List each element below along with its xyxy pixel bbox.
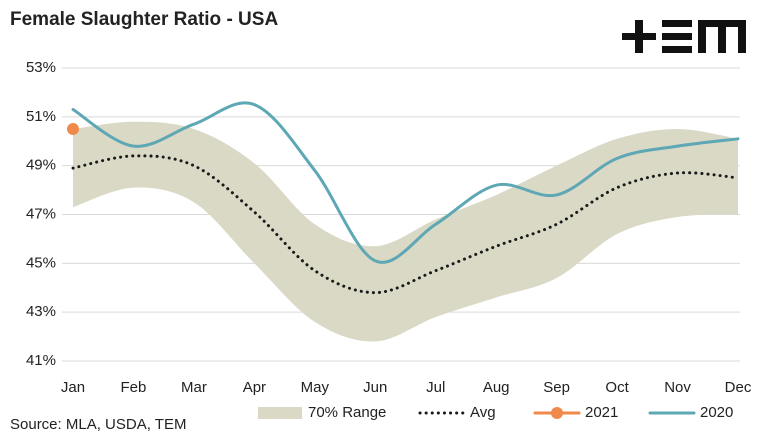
y-tick-label: 51% <box>26 108 56 125</box>
legend-label: 2021 <box>585 404 618 421</box>
data-point <box>67 123 79 136</box>
legend-marker <box>551 407 563 419</box>
series-line <box>71 101 740 264</box>
y-tick-label: 41% <box>26 352 56 369</box>
x-tick-label: Apr <box>243 379 266 396</box>
chart-title: Female Slaughter Ratio - USA <box>10 9 278 30</box>
source-note: Source: MLA, USDA, TEM <box>10 416 186 433</box>
y-tick-label: 53% <box>26 59 56 76</box>
x-tick-label: Mar <box>181 379 207 396</box>
x-tick-label: Nov <box>664 379 691 396</box>
range-band <box>73 121 738 342</box>
logo <box>622 20 746 53</box>
x-tick-label: Oct <box>605 379 629 396</box>
x-tick-label: May <box>301 379 330 396</box>
x-tick-label: Jan <box>61 379 85 396</box>
legend-label: 70% Range <box>308 404 386 421</box>
legend-label: 2020 <box>700 404 733 421</box>
x-tick-label: Feb <box>121 379 147 396</box>
x-tick-label: Jun <box>363 379 387 396</box>
x-tick-label: Aug <box>483 379 510 396</box>
legend-label: Avg <box>470 404 496 421</box>
x-tick-label: Sep <box>543 379 570 396</box>
y-tick-label: 49% <box>26 157 56 174</box>
y-tick-label: 47% <box>26 205 56 222</box>
x-tick-label: Dec <box>725 379 752 396</box>
y-tick-label: 43% <box>26 303 56 320</box>
legend-swatch <box>258 407 302 419</box>
y-tick-label: 45% <box>26 254 56 271</box>
x-tick-label: Jul <box>426 379 445 396</box>
series-line <box>71 154 740 295</box>
